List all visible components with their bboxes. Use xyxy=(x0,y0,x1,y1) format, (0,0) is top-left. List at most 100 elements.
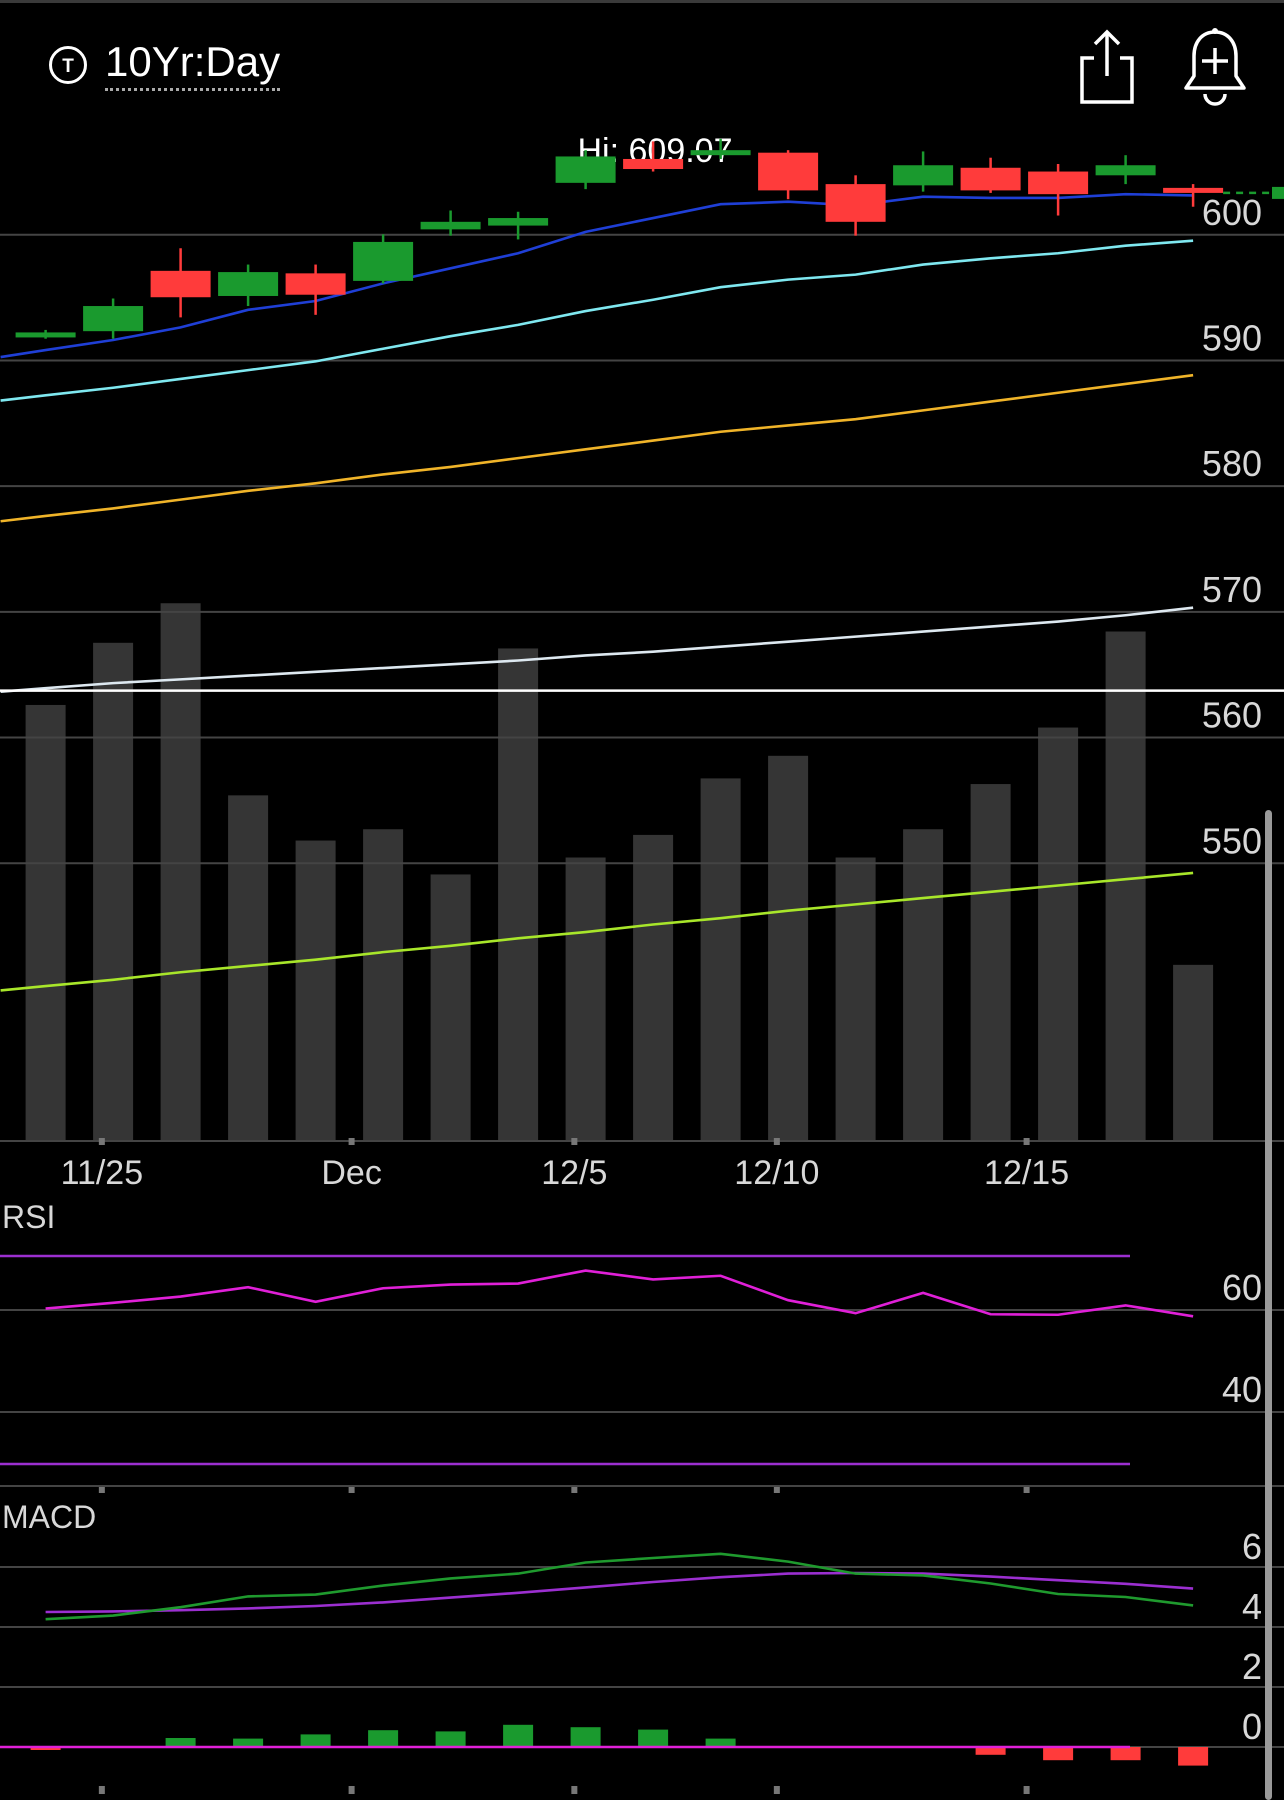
bell-plus-icon[interactable] xyxy=(1180,26,1250,108)
candle-body xyxy=(690,150,751,156)
candle-body xyxy=(555,156,616,183)
macd-histogram-bar xyxy=(165,1738,196,1747)
candle-body xyxy=(1163,187,1224,193)
volume-bar xyxy=(1173,964,1214,1140)
macd-histogram-bar xyxy=(30,1747,61,1750)
candle-body xyxy=(15,332,76,338)
date-tick xyxy=(773,1138,780,1145)
volume-bar xyxy=(363,829,404,1140)
macd-tick-label: 0 xyxy=(1242,1706,1262,1747)
candle-body xyxy=(353,241,414,281)
price-tick-label: 590 xyxy=(1202,317,1262,358)
macd-histogram-bar xyxy=(503,1724,534,1747)
macd-histogram-bar xyxy=(1110,1747,1141,1761)
candle-body xyxy=(150,270,211,298)
volume-bar xyxy=(1038,727,1079,1140)
ma-fast-line xyxy=(0,192,1194,359)
ticker-letter: T xyxy=(62,56,74,77)
candle-body xyxy=(1028,171,1089,195)
ma-mid-line xyxy=(0,239,1194,402)
range-selector[interactable]: 10Yr:Day xyxy=(105,38,281,91)
candle-body xyxy=(285,273,346,295)
macd-label: MACD xyxy=(2,1499,96,1535)
top-divider xyxy=(0,0,1284,3)
date-tick xyxy=(1023,1138,1030,1145)
ma-slow-line xyxy=(0,373,1194,523)
macd-histogram-bar xyxy=(705,1738,736,1747)
candle-body xyxy=(893,165,954,186)
macd-tick-label: 4 xyxy=(1242,1586,1262,1627)
date-tick xyxy=(98,1138,105,1145)
price-tick-label: 550 xyxy=(1202,820,1262,861)
macd-histogram-bar xyxy=(638,1729,669,1747)
date-label: 12/15 xyxy=(984,1154,1069,1192)
rsi-tick-label: 60 xyxy=(1222,1267,1262,1308)
macd-histogram-bar xyxy=(975,1747,1006,1755)
volume-bar xyxy=(93,642,134,1140)
candle-body xyxy=(83,306,144,332)
macd-tick-label: 6 xyxy=(1242,1526,1262,1567)
scroll-rail[interactable] xyxy=(1265,810,1272,1800)
candle-body xyxy=(825,184,886,222)
volume-bar xyxy=(903,829,944,1140)
volume-bar xyxy=(700,778,741,1140)
ma-green-line xyxy=(0,871,1194,992)
volume-bar xyxy=(295,840,336,1140)
candle-body xyxy=(623,158,684,170)
date-tick xyxy=(571,1138,578,1145)
ma-white-line xyxy=(0,606,1194,693)
macd-date-tick xyxy=(348,1786,355,1794)
date-label: 11/25 xyxy=(61,1154,144,1192)
volume-bar xyxy=(565,857,606,1140)
candle-body xyxy=(960,167,1021,191)
volume-bar xyxy=(633,834,674,1140)
date-tick xyxy=(348,1138,355,1145)
macd-histogram-bar xyxy=(1178,1747,1209,1766)
candle-body xyxy=(420,221,481,230)
candle-body xyxy=(1095,165,1156,176)
price-tick-label: 560 xyxy=(1202,695,1262,736)
rsi-label: RSI xyxy=(2,1199,55,1235)
price-tick-label: 570 xyxy=(1202,569,1262,610)
ticker-circle-icon[interactable]: T xyxy=(48,45,88,85)
macd-histogram-bar xyxy=(300,1734,331,1747)
chart-header: T 10Yr:Day xyxy=(0,0,1284,120)
candle-body xyxy=(488,218,549,226)
date-label: 12/5 xyxy=(541,1154,607,1192)
macd-date-tick xyxy=(98,1786,105,1794)
volume-bar xyxy=(970,784,1011,1140)
macd-histogram-bar xyxy=(435,1731,466,1747)
volume-bar xyxy=(25,704,66,1140)
price-tick-label: 600 xyxy=(1202,192,1262,233)
macd-signal-line xyxy=(45,1571,1194,1614)
rsi-date-tick xyxy=(1023,1487,1030,1493)
macd-histogram-bar xyxy=(368,1730,399,1747)
macd-histogram-bar xyxy=(570,1727,601,1747)
rsi-line xyxy=(45,1269,1194,1318)
price-tick-label: 580 xyxy=(1202,443,1262,484)
candle-body xyxy=(218,272,279,296)
rsi-date-tick xyxy=(98,1487,105,1493)
date-label: 12/10 xyxy=(734,1154,819,1192)
last-price-marker xyxy=(1272,186,1284,199)
volume-bar xyxy=(498,648,539,1140)
date-label: Dec xyxy=(321,1154,381,1192)
macd-tick-label: 2 xyxy=(1242,1646,1262,1687)
macd-histogram-bar xyxy=(1043,1747,1074,1761)
volume-bar xyxy=(160,603,201,1140)
volume-bar xyxy=(430,874,471,1140)
volume-bar xyxy=(768,755,809,1140)
macd-line xyxy=(45,1552,1194,1621)
volume-bar xyxy=(1105,631,1146,1140)
share-icon[interactable] xyxy=(1076,28,1138,106)
macd-date-tick xyxy=(773,1786,780,1794)
candle-body xyxy=(758,152,819,191)
macd-date-tick xyxy=(1023,1786,1030,1794)
macd-date-tick xyxy=(571,1786,578,1794)
rsi-tick-label: 40 xyxy=(1222,1369,1262,1410)
macd-histogram-bar xyxy=(233,1738,264,1747)
rsi-date-tick xyxy=(773,1487,780,1493)
rsi-date-tick xyxy=(571,1487,578,1493)
rsi-date-tick xyxy=(348,1487,355,1493)
